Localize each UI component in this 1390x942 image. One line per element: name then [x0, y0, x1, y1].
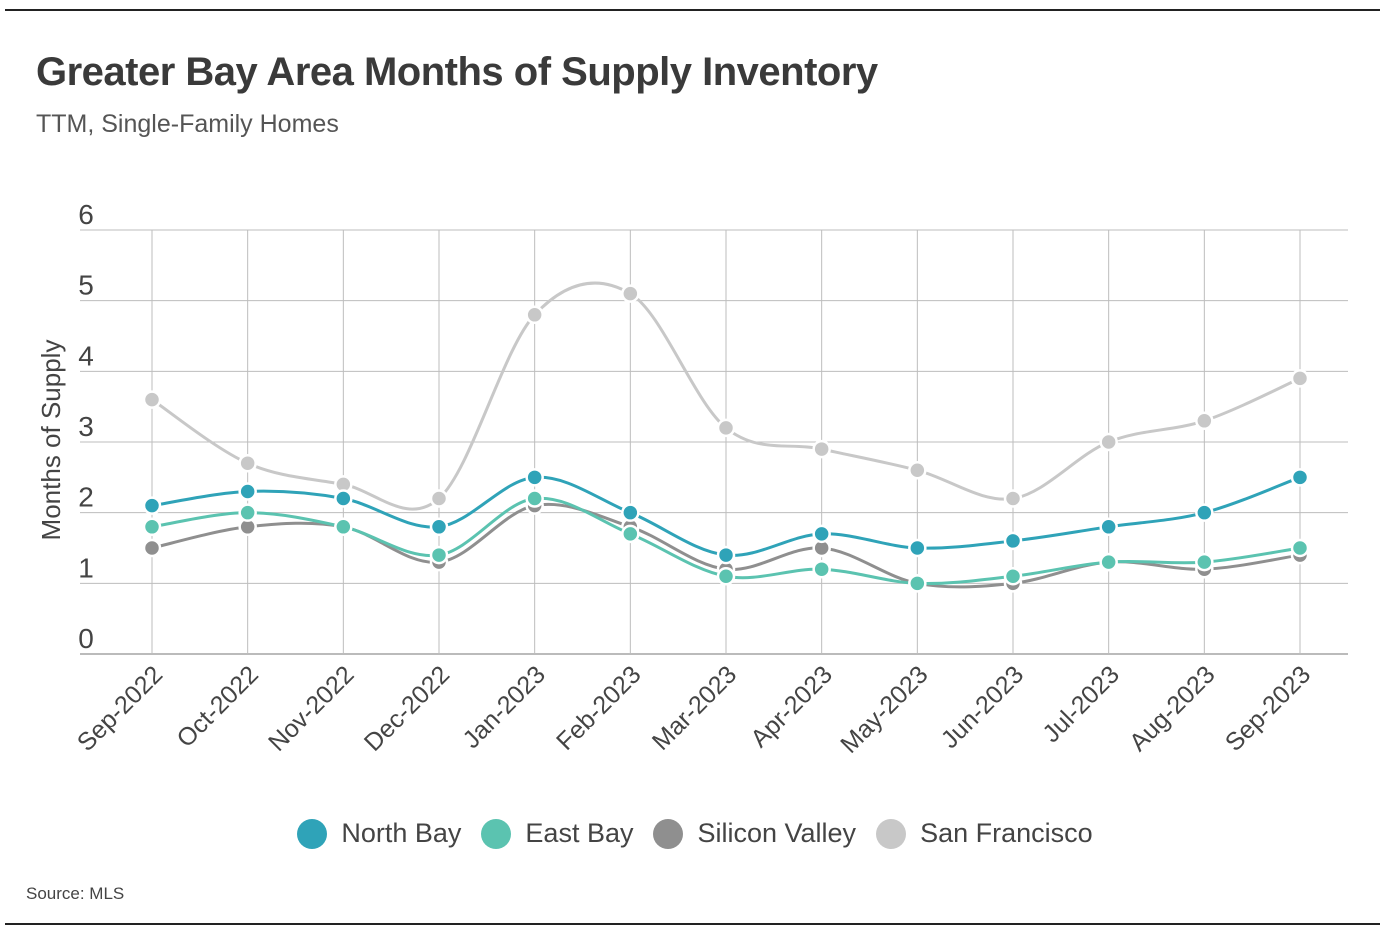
data-point-east-bay	[525, 489, 544, 508]
data-point-north-bay	[621, 503, 640, 522]
data-point-san-francisco	[716, 418, 736, 438]
top-rule	[5, 9, 1380, 11]
legend-label: San Francisco	[920, 818, 1093, 848]
y-tick-label: 4	[78, 340, 94, 371]
data-point-east-bay	[621, 524, 640, 544]
x-tick-label: Sep-2023	[1220, 660, 1316, 756]
data-point-east-bay	[716, 567, 736, 586]
series-group	[142, 281, 1310, 593]
legend-swatch	[481, 818, 512, 849]
data-point-east-bay	[142, 517, 162, 537]
y-tick-label: 3	[78, 411, 94, 442]
legend-item-east-bay[interactable]: East Bay	[481, 818, 633, 849]
chart-title: Greater Bay Area Months of Supply Invent…	[36, 50, 878, 94]
data-point-north-bay	[334, 489, 353, 508]
y-tick-label: 0	[78, 623, 94, 654]
x-axis-ticks: Sep-2022 Oct-2022 Nov-2022 Dec-2022 Jan-2023…	[72, 660, 1316, 758]
x-tick-label: Jun-2023	[936, 660, 1030, 754]
data-point-san-francisco	[1195, 411, 1214, 431]
legend-item-san-francisco[interactable]: San Francisco	[876, 818, 1093, 849]
data-point-east-bay	[238, 503, 257, 522]
x-tick-label: Nov-2022	[263, 660, 359, 756]
data-point-san-francisco	[142, 390, 162, 409]
data-point-east-bay	[334, 517, 353, 537]
data-point-north-bay	[142, 496, 162, 515]
legend-swatch	[297, 818, 328, 849]
y-axis-label: Months of Supply	[36, 340, 66, 541]
y-tick-label: 1	[78, 552, 94, 583]
legend-label: Silicon Valley	[697, 818, 857, 848]
y-axis-ticks: 0 1 2 3 4 5 6	[78, 199, 94, 654]
y-tick-label: 5	[78, 270, 94, 301]
data-point-north-bay	[429, 517, 449, 537]
x-tick-label: Jul-2023	[1037, 660, 1125, 748]
x-tick-label: Jan-2023	[457, 660, 551, 754]
grid-lines	[80, 229, 1348, 655]
data-point-east-bay	[429, 545, 449, 565]
data-point-san-francisco	[908, 461, 927, 480]
data-point-san-francisco	[525, 305, 544, 325]
data-point-san-francisco	[812, 439, 831, 459]
data-point-east-bay	[1290, 538, 1310, 558]
y-tick-label: 6	[78, 199, 94, 230]
legend-label: North Bay	[341, 818, 462, 848]
source-note: Source: MLS	[26, 884, 125, 903]
data-point-east-bay	[812, 559, 831, 579]
x-tick-label: Sep-2022	[72, 660, 168, 756]
data-point-san-francisco	[1290, 369, 1310, 388]
data-point-north-bay	[812, 524, 831, 544]
data-point-san-francisco	[1003, 489, 1023, 508]
x-tick-label: Dec-2022	[359, 660, 455, 756]
data-point-san-francisco	[1099, 432, 1118, 452]
legend-swatch	[653, 818, 684, 849]
data-point-north-bay	[238, 482, 257, 501]
data-point-san-francisco	[429, 489, 449, 508]
data-point-san-francisco	[621, 284, 640, 303]
data-point-east-bay	[1099, 552, 1118, 572]
x-tick-label: Mar-2023	[647, 660, 742, 755]
chart-subtitle: TTM, Single-Family Homes	[36, 110, 339, 138]
bottom-rule	[5, 923, 1380, 925]
legend-label: East Bay	[525, 818, 634, 848]
legend-swatch	[876, 818, 907, 849]
x-tick-label: Oct-2022	[171, 660, 264, 753]
data-point-silicon-valley	[142, 538, 162, 558]
y-tick-label: 2	[78, 482, 94, 513]
data-point-east-bay	[1003, 567, 1023, 586]
x-tick-label: Aug-2023	[1124, 660, 1220, 756]
data-point-north-bay	[908, 538, 927, 558]
data-point-san-francisco	[238, 453, 257, 473]
legend-item-north-bay[interactable]: North Bay	[297, 818, 461, 849]
data-point-east-bay	[908, 574, 927, 593]
data-point-north-bay	[1003, 531, 1023, 551]
data-point-north-bay	[1099, 517, 1118, 537]
data-point-north-bay	[525, 468, 544, 487]
data-point-north-bay	[1290, 468, 1310, 487]
data-point-north-bay	[1195, 503, 1214, 522]
x-tick-label: Feb-2023	[551, 660, 646, 755]
x-tick-label: May-2023	[835, 660, 933, 758]
data-point-east-bay	[1195, 552, 1214, 572]
data-point-north-bay	[716, 545, 736, 565]
legend: North Bay East Bay Silicon Valley San Fr…	[0, 818, 1390, 849]
x-tick-label: Apr-2023	[745, 660, 838, 753]
legend-item-silicon-valley[interactable]: Silicon Valley	[653, 818, 856, 849]
